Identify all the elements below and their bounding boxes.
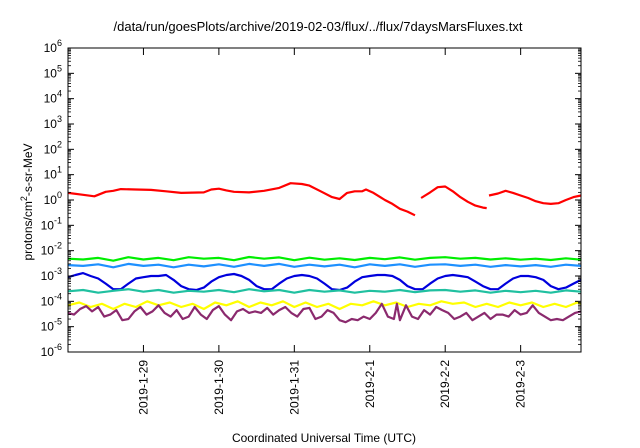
chart-title: /data/run/goesPlots/archive/2019-02-03/f… xyxy=(114,19,523,34)
y-tick-base: 10 xyxy=(41,218,55,232)
y-tick-exponent: 5 xyxy=(57,63,62,73)
y-tick-exponent: 6 xyxy=(57,38,62,48)
y-ticks-layer: 10-610-510-410-310-210-11001011021031041… xyxy=(41,38,581,359)
y-tick-exponent: -4 xyxy=(54,291,62,301)
series-0-line xyxy=(420,185,487,210)
y-tick-exponent: -2 xyxy=(54,241,62,251)
y-tick-exponent: 2 xyxy=(57,139,62,149)
plot-frame xyxy=(67,47,582,353)
y-tick-base: 10 xyxy=(41,345,55,359)
y-tick-label: 10-6 xyxy=(41,342,62,359)
y-tick-label: 106 xyxy=(44,38,62,55)
y-tick-label: 102 xyxy=(44,139,62,156)
y-tick-base: 10 xyxy=(44,41,58,55)
svg-text:protons/cm2-s-sr-MeV: protons/cm2-s-sr-MeV xyxy=(19,143,35,260)
x-tick-label: 2019-1-29 xyxy=(136,360,150,415)
y-tick-exponent: -1 xyxy=(54,215,62,225)
x-tick-label: 2019-2-3 xyxy=(514,360,528,408)
y-tick-exponent: 4 xyxy=(57,89,62,99)
y-tick-exponent: 1 xyxy=(57,165,62,175)
y-tick-base: 10 xyxy=(41,294,55,308)
y-axis-title-text: protons/cm xyxy=(21,201,35,260)
y-tick-base: 10 xyxy=(44,66,58,80)
y-tick-base: 10 xyxy=(41,320,55,334)
y-tick-label: 10-2 xyxy=(41,241,62,258)
x-tick-label: 2019-2-2 xyxy=(438,360,452,408)
y-tick-base: 10 xyxy=(41,269,55,283)
x-axis-title: Coordinated Universal Time (UTC) xyxy=(232,431,416,445)
y-tick-base: 10 xyxy=(41,244,55,258)
y-tick-base: 10 xyxy=(44,168,58,182)
x-tick-label: 2019-2-1 xyxy=(363,360,377,408)
y-tick-label: 10-4 xyxy=(41,291,62,308)
x-ticks-layer: 2019-1-29 2019-1-30 2019-1-31 2019-2-1 2019-… xyxy=(136,48,528,415)
y-tick-exponent: 0 xyxy=(57,190,62,200)
x-tick-label: 2019-1-31 xyxy=(287,360,301,415)
y-tick-base: 10 xyxy=(44,92,58,106)
y-axis-title-sup: 2 xyxy=(19,196,29,201)
series-4-line xyxy=(67,288,582,294)
y-axis-title: protons/cm2-s-sr-MeV xyxy=(19,143,35,260)
y-tick-label: 10-3 xyxy=(41,266,62,283)
y-tick-base: 10 xyxy=(44,142,58,156)
y-tick-label: 10-5 xyxy=(41,317,62,334)
y-tick-label: 100 xyxy=(44,190,62,207)
y-tick-base: 10 xyxy=(44,117,58,131)
series-0-line xyxy=(488,189,582,205)
y-tick-label: 104 xyxy=(44,89,62,106)
x-tick-label: 2019-1-30 xyxy=(212,360,226,415)
y-tick-exponent: -6 xyxy=(54,342,62,352)
y-tick-label: 101 xyxy=(44,165,62,182)
y-tick-label: 10-1 xyxy=(41,215,62,232)
series-5-line xyxy=(67,300,582,311)
series-6-line xyxy=(67,302,582,324)
y-tick-base: 10 xyxy=(44,193,58,207)
y-tick-exponent: 3 xyxy=(57,114,62,124)
y-tick-exponent: -3 xyxy=(54,266,62,276)
series-3-line xyxy=(67,272,582,292)
y-tick-label: 105 xyxy=(44,63,62,80)
y-axis-title-rest: -s-sr-MeV xyxy=(21,143,35,196)
series-0-line xyxy=(67,182,416,217)
series-1-line xyxy=(67,255,582,262)
y-tick-exponent: -5 xyxy=(54,317,62,327)
y-tick-label: 103 xyxy=(44,114,62,131)
series-layer xyxy=(67,182,582,324)
series-2-line xyxy=(67,262,582,269)
